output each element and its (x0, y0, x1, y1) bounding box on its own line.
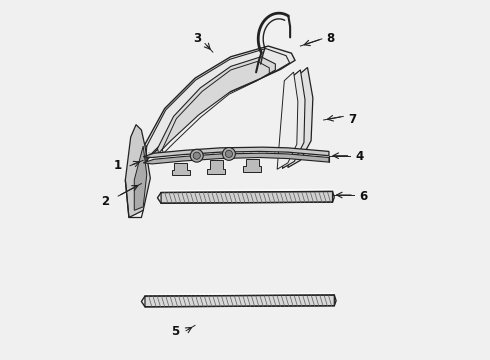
Polygon shape (134, 146, 147, 210)
Text: 5: 5 (171, 325, 179, 338)
Text: 8: 8 (327, 32, 335, 45)
Circle shape (225, 150, 232, 157)
Polygon shape (157, 57, 275, 153)
Text: 6: 6 (359, 190, 367, 203)
Circle shape (193, 152, 200, 159)
Circle shape (222, 148, 235, 160)
Polygon shape (161, 192, 333, 203)
Polygon shape (277, 72, 298, 169)
Polygon shape (143, 46, 295, 162)
Polygon shape (243, 158, 261, 172)
Text: 1: 1 (114, 159, 122, 172)
Text: 2: 2 (101, 195, 110, 208)
Polygon shape (207, 160, 225, 174)
Polygon shape (145, 295, 334, 307)
Polygon shape (143, 153, 329, 164)
Text: 4: 4 (355, 150, 364, 163)
Polygon shape (172, 163, 190, 175)
Circle shape (190, 149, 203, 162)
Polygon shape (288, 67, 313, 167)
Polygon shape (283, 70, 305, 168)
Text: 7: 7 (348, 113, 356, 126)
Polygon shape (125, 125, 150, 217)
Polygon shape (143, 147, 329, 157)
Text: 3: 3 (193, 32, 201, 45)
